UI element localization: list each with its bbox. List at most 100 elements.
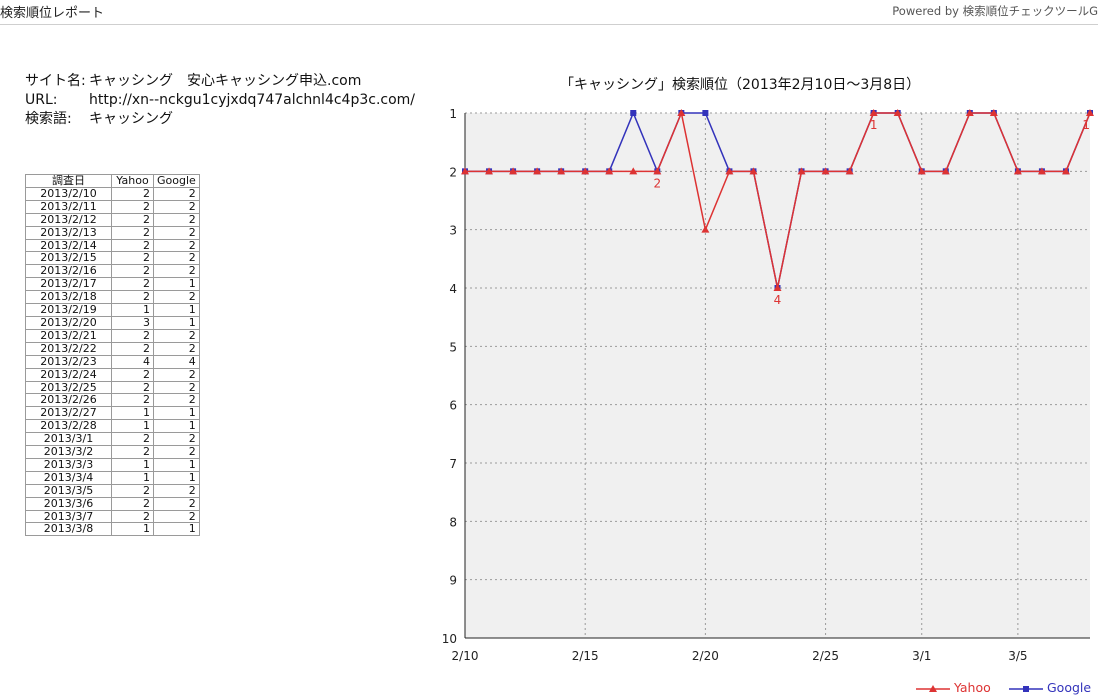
y-tick-label: 1 bbox=[449, 107, 457, 121]
data-point-yahoo bbox=[1086, 109, 1094, 116]
data-point-yahoo bbox=[701, 225, 710, 233]
data-point-yahoo bbox=[893, 109, 902, 116]
y-tick-label: 7 bbox=[449, 457, 457, 471]
data-point-yahoo bbox=[1061, 167, 1070, 175]
report-header: 検索順位レポート Powered by 検索順位チェックツールG bbox=[0, 0, 1098, 25]
data-point-yahoo bbox=[989, 109, 998, 116]
table-row: 2013/3/7 2 2 bbox=[25, 509, 200, 524]
cell-yahoo: 2 bbox=[111, 225, 154, 240]
data-point-yahoo bbox=[845, 167, 854, 175]
powered-by: Powered by 検索順位チェックツールG bbox=[892, 4, 1098, 18]
url-value: http://xn--nckgu1cyjxdq747alchnl4c4p3c.c… bbox=[89, 92, 416, 108]
data-point-yahoo bbox=[581, 167, 590, 175]
data-point-yahoo bbox=[533, 167, 542, 175]
site-name-value: キャッシング 安心キャッシング申込.com bbox=[89, 73, 362, 89]
data-point-yahoo bbox=[941, 167, 950, 175]
legend-google: Google bbox=[1009, 680, 1091, 695]
data-point-yahoo bbox=[749, 167, 758, 175]
report-title: 検索順位レポート bbox=[0, 6, 105, 21]
cell-google: 2 bbox=[153, 290, 200, 305]
data-point-yahoo bbox=[1037, 167, 1046, 175]
data-point-google bbox=[630, 110, 637, 116]
data-point-yahoo bbox=[485, 167, 494, 175]
x-tick-label: 2/10 bbox=[452, 649, 479, 663]
data-point-yahoo bbox=[557, 167, 566, 175]
y-tick-label: 2 bbox=[449, 165, 457, 179]
data-point-yahoo bbox=[773, 284, 782, 291]
table-row: 2013/2/16 2 2 bbox=[25, 264, 200, 279]
data-point-yahoo bbox=[965, 109, 974, 116]
table-row: 2013/2/14 2 2 bbox=[25, 238, 200, 253]
legend-yahoo: Yahoo bbox=[916, 680, 991, 695]
site-name-row: サイト名: キャッシング 安心キャッシング申込.com bbox=[25, 72, 415, 91]
table-row: 2013/3/3 1 1 bbox=[25, 457, 200, 472]
cell-yahoo: 1 bbox=[111, 406, 154, 421]
data-point-yahoo bbox=[509, 167, 518, 175]
data-point-yahoo bbox=[797, 167, 806, 175]
url-label: URL: bbox=[25, 92, 58, 108]
table-row: 2013/2/13 2 2 bbox=[25, 225, 200, 240]
data-point-yahoo bbox=[1013, 167, 1022, 175]
data-point-google bbox=[702, 110, 709, 116]
cell-yahoo: 2 bbox=[111, 290, 154, 305]
data-label: 4 bbox=[774, 293, 782, 307]
table-row: 2013/2/20 3 1 bbox=[25, 315, 200, 330]
data-point-yahoo bbox=[461, 167, 469, 175]
data-point-yahoo bbox=[869, 109, 878, 116]
cell-google: 2 bbox=[153, 509, 200, 524]
table-header-row: 調査日 Yahoo Google bbox=[25, 174, 200, 188]
ranking-table: 調査日 Yahoo Google 2013/2/10 2 2 2013/2/11 2 2 2… bbox=[25, 174, 200, 537]
cell-yahoo: 2 bbox=[111, 186, 154, 201]
data-point-yahoo bbox=[821, 167, 830, 175]
cell-yahoo: 2 bbox=[111, 264, 154, 279]
table-row: 2013/3/6 2 2 bbox=[25, 496, 200, 511]
y-tick-label: 4 bbox=[449, 282, 457, 296]
cell-google: 4 bbox=[153, 354, 200, 369]
x-tick-label: 2/15 bbox=[572, 649, 599, 663]
table-body: 2013/2/10 2 2 2013/2/11 2 2 2013/2/12 2 2 2013/2/… bbox=[25, 186, 200, 537]
data-label: 1 bbox=[1082, 118, 1090, 132]
site-name-label: サイト名: bbox=[25, 73, 86, 89]
legend-google-label: Google bbox=[1046, 680, 1092, 695]
legend-google-swatch bbox=[1009, 685, 1043, 692]
data-point-yahoo bbox=[653, 167, 662, 175]
table-row: 2013/2/17 2 1 bbox=[25, 277, 200, 292]
table-row: 2013/2/19 1 1 bbox=[25, 303, 200, 317]
keyword-value: キャッシング bbox=[89, 111, 173, 127]
data-point-yahoo bbox=[917, 167, 926, 175]
x-tick-label: 3/5 bbox=[1008, 649, 1027, 663]
x-tick-label: 3/1 bbox=[912, 649, 931, 663]
chart-title: 「キャッシング」検索順位（2013年2月10日〜3月8日） bbox=[560, 77, 921, 93]
site-info: サイト名: キャッシング 安心キャッシング申込.com URL: http://xn… bbox=[25, 72, 415, 129]
legend-yahoo-label: Yahoo bbox=[953, 680, 991, 695]
x-tick-label: 2/25 bbox=[812, 649, 839, 663]
legend-yahoo-swatch bbox=[916, 684, 950, 692]
data-point-yahoo bbox=[629, 167, 638, 175]
table-row: 2013/3/1 2 2 bbox=[25, 432, 200, 447]
table-row: 2013/3/5 2 2 bbox=[25, 483, 200, 498]
y-tick-label: 9 bbox=[449, 574, 457, 588]
url-row: URL: http://xn--nckgu1cyjxdq747alchnl4c4p… bbox=[25, 91, 415, 110]
data-point-yahoo bbox=[677, 109, 686, 116]
y-tick-label: 5 bbox=[449, 340, 457, 354]
y-tick-label: 6 bbox=[449, 399, 457, 413]
table-row: 2013/2/27 1 1 bbox=[25, 406, 200, 421]
cell-google: 2 bbox=[153, 432, 200, 447]
table-row: 2013/3/8 1 1 bbox=[25, 522, 200, 537]
table-row: 2013/2/12 2 2 bbox=[25, 212, 200, 227]
data-label: 2 bbox=[653, 176, 661, 190]
cell-yahoo: 1 bbox=[111, 522, 154, 537]
data-point-yahoo bbox=[725, 167, 734, 175]
plot-area bbox=[465, 113, 1090, 638]
keyword-row: 検索語: キャッシング bbox=[25, 110, 415, 129]
table-row: 2013/2/26 2 2 bbox=[25, 393, 200, 408]
y-tick-label: 3 bbox=[449, 224, 457, 238]
data-label: 1 bbox=[870, 118, 878, 132]
y-tick-label: 10 bbox=[442, 632, 457, 646]
y-tick-label: 8 bbox=[449, 515, 457, 529]
data-point-yahoo bbox=[605, 167, 614, 175]
cell-google: 1 bbox=[153, 522, 200, 537]
x-tick-label: 2/20 bbox=[692, 649, 719, 663]
keyword-label: 検索語: bbox=[25, 111, 72, 127]
